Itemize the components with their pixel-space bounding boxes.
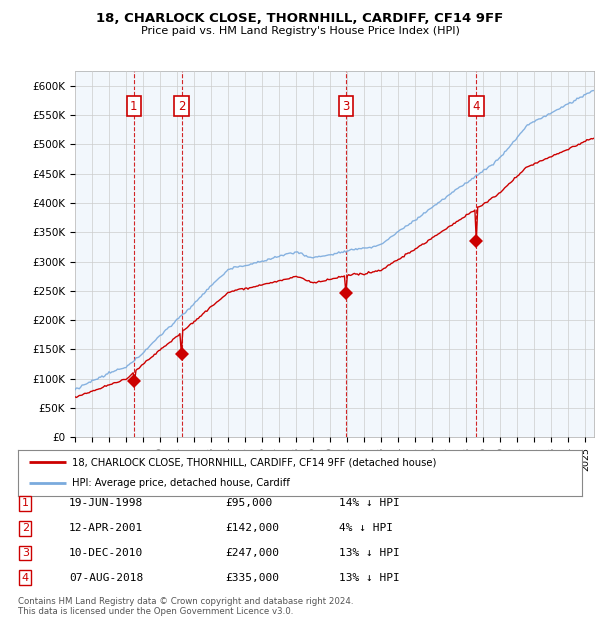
Text: 1: 1 bbox=[130, 100, 137, 113]
Text: £247,000: £247,000 bbox=[225, 548, 279, 558]
Text: £335,000: £335,000 bbox=[225, 573, 279, 583]
Text: £142,000: £142,000 bbox=[225, 523, 279, 533]
Text: Price paid vs. HM Land Registry's House Price Index (HPI): Price paid vs. HM Land Registry's House … bbox=[140, 26, 460, 36]
Text: This data is licensed under the Open Government Licence v3.0.: This data is licensed under the Open Gov… bbox=[18, 607, 293, 616]
Text: £95,000: £95,000 bbox=[225, 498, 272, 508]
Text: 3: 3 bbox=[22, 548, 29, 558]
Text: 12-APR-2001: 12-APR-2001 bbox=[69, 523, 143, 533]
Text: 3: 3 bbox=[343, 100, 350, 113]
Text: Contains HM Land Registry data © Crown copyright and database right 2024.: Contains HM Land Registry data © Crown c… bbox=[18, 597, 353, 606]
Text: 07-AUG-2018: 07-AUG-2018 bbox=[69, 573, 143, 583]
Text: 10-DEC-2010: 10-DEC-2010 bbox=[69, 548, 143, 558]
Text: 4: 4 bbox=[22, 573, 29, 583]
Text: HPI: Average price, detached house, Cardiff: HPI: Average price, detached house, Card… bbox=[71, 479, 289, 489]
Text: 13% ↓ HPI: 13% ↓ HPI bbox=[339, 548, 400, 558]
Text: 19-JUN-1998: 19-JUN-1998 bbox=[69, 498, 143, 508]
Text: 14% ↓ HPI: 14% ↓ HPI bbox=[339, 498, 400, 508]
Bar bbox=[75, 71, 594, 437]
Text: 2: 2 bbox=[178, 100, 185, 113]
Text: 18, CHARLOCK CLOSE, THORNHILL, CARDIFF, CF14 9FF (detached house): 18, CHARLOCK CLOSE, THORNHILL, CARDIFF, … bbox=[71, 457, 436, 467]
Text: 2: 2 bbox=[22, 523, 29, 533]
Text: 13% ↓ HPI: 13% ↓ HPI bbox=[339, 573, 400, 583]
Text: 1: 1 bbox=[22, 498, 29, 508]
Text: 4% ↓ HPI: 4% ↓ HPI bbox=[339, 523, 393, 533]
Text: 18, CHARLOCK CLOSE, THORNHILL, CARDIFF, CF14 9FF: 18, CHARLOCK CLOSE, THORNHILL, CARDIFF, … bbox=[97, 12, 503, 25]
Text: 4: 4 bbox=[473, 100, 480, 113]
